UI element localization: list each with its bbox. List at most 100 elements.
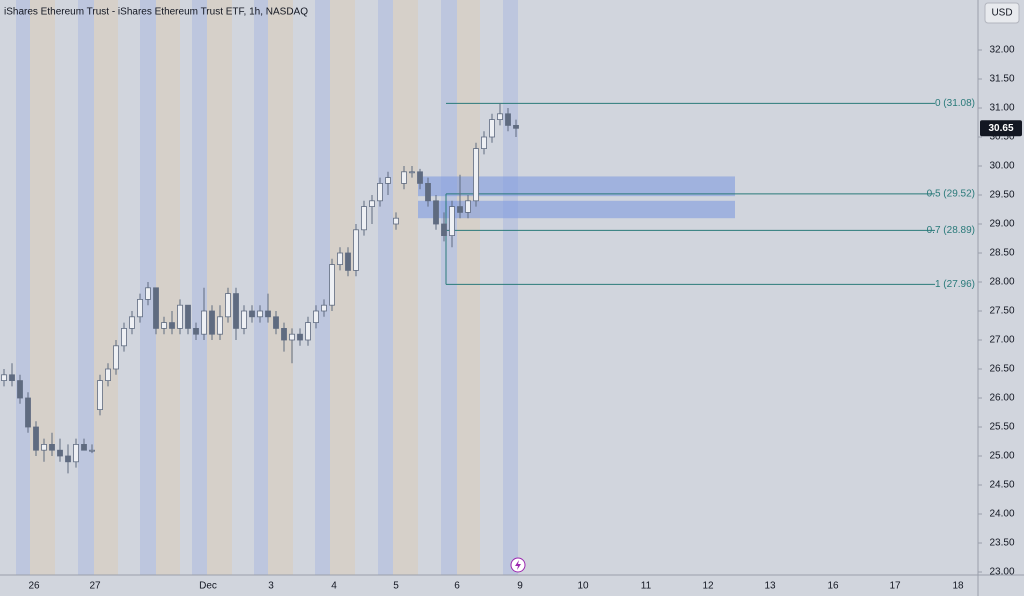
y-tick-label: 31.00 bbox=[989, 103, 1014, 114]
candle-body bbox=[353, 229, 359, 271]
y-tick-label: 23.50 bbox=[989, 538, 1014, 549]
candle-body bbox=[369, 200, 375, 208]
fib-label: 0 (31.08) bbox=[935, 98, 975, 109]
candle-body bbox=[121, 327, 127, 347]
chart-title: iShares Ethereum Trust - iShares Ethereu… bbox=[4, 7, 308, 18]
candle-body bbox=[345, 252, 351, 271]
candle-body bbox=[305, 322, 311, 341]
session-band bbox=[441, 0, 457, 575]
candle-body bbox=[153, 287, 159, 329]
candle-body bbox=[97, 380, 103, 411]
candle-body bbox=[417, 171, 423, 184]
session-band bbox=[378, 0, 393, 575]
candle-body bbox=[169, 322, 175, 329]
zone bbox=[418, 176, 735, 197]
x-tick-label: 4 bbox=[331, 581, 337, 592]
candle-body bbox=[481, 136, 487, 149]
y-tick-label: 27.50 bbox=[989, 306, 1014, 317]
candle-body bbox=[89, 449, 95, 452]
candle-body bbox=[337, 252, 343, 265]
candle-body bbox=[9, 374, 15, 381]
session-band bbox=[393, 0, 418, 575]
candle-body bbox=[145, 287, 151, 300]
y-tick-label: 26.50 bbox=[989, 364, 1014, 375]
y-tick-label: 25.00 bbox=[989, 451, 1014, 462]
candle-body bbox=[129, 316, 135, 329]
candle-body bbox=[201, 310, 207, 335]
candle-body bbox=[209, 310, 215, 335]
session-band bbox=[503, 0, 518, 575]
y-tick-label: 24.50 bbox=[989, 480, 1014, 491]
candle-body bbox=[361, 206, 367, 231]
candle-body bbox=[193, 327, 199, 335]
fib-label: 0.5 (29.52) bbox=[927, 188, 975, 199]
candle-body bbox=[393, 217, 399, 225]
session-band bbox=[156, 0, 180, 575]
candle-body bbox=[489, 119, 495, 138]
candle-body bbox=[289, 333, 295, 341]
candle-body bbox=[41, 443, 47, 451]
candle-body bbox=[329, 264, 335, 306]
fib-label: 1 (27.96) bbox=[935, 279, 975, 290]
x-tick-label: 11 bbox=[641, 581, 652, 592]
currency-button[interactable] bbox=[984, 2, 1020, 24]
session-band bbox=[94, 0, 118, 575]
candle-body bbox=[273, 316, 279, 329]
candle-body bbox=[505, 113, 511, 126]
session-band bbox=[30, 0, 55, 575]
candle-body bbox=[105, 368, 111, 381]
y-tick-label: 27.00 bbox=[989, 335, 1014, 346]
candle-body bbox=[297, 333, 303, 341]
candle-body bbox=[233, 293, 239, 329]
y-tick-label: 29.00 bbox=[989, 219, 1014, 230]
candle-body bbox=[313, 310, 319, 323]
y-tick-label: 28.00 bbox=[989, 277, 1014, 288]
candle-body bbox=[137, 298, 143, 318]
candle-body bbox=[17, 380, 23, 399]
candle-body bbox=[177, 304, 183, 329]
y-tick-label: 32.00 bbox=[989, 45, 1014, 56]
y-tick-label: 28.50 bbox=[989, 248, 1014, 259]
candle-body bbox=[225, 293, 231, 318]
y-tick-label: 25.50 bbox=[989, 422, 1014, 433]
candle-body bbox=[321, 304, 327, 312]
candle-body bbox=[161, 322, 167, 329]
candle-body bbox=[81, 443, 87, 451]
y-tick-label: 24.00 bbox=[989, 509, 1014, 520]
session-band bbox=[207, 0, 232, 575]
session-band bbox=[457, 0, 480, 575]
currency-label[interactable]: USD bbox=[991, 8, 1012, 19]
candle-body bbox=[401, 171, 407, 184]
y-tick-label: 29.50 bbox=[989, 190, 1014, 201]
x-tick-label: Dec bbox=[199, 581, 217, 592]
candle-body bbox=[217, 316, 223, 335]
x-tick-label: 17 bbox=[889, 581, 901, 592]
x-tick-label: 6 bbox=[454, 581, 460, 592]
session-band bbox=[315, 0, 330, 575]
y-tick-label: 31.50 bbox=[989, 74, 1014, 85]
candle-body bbox=[425, 182, 431, 202]
session-band bbox=[78, 0, 94, 575]
candle-body bbox=[249, 310, 255, 318]
candle-body bbox=[73, 443, 79, 463]
x-tick-label: 26 bbox=[28, 581, 40, 592]
candle-body bbox=[449, 206, 455, 237]
zone bbox=[418, 200, 735, 219]
x-tick-label: 12 bbox=[702, 581, 714, 592]
x-tick-label: 3 bbox=[268, 581, 274, 592]
events-icon-bolt bbox=[515, 560, 521, 570]
candle-body bbox=[25, 397, 31, 428]
x-tick-label: 5 bbox=[393, 581, 399, 592]
candle-body bbox=[377, 182, 383, 202]
last-price-label: 30.65 bbox=[988, 123, 1013, 134]
y-tick-label: 30.00 bbox=[989, 161, 1014, 172]
fib-label: 0.7 (28.89) bbox=[927, 225, 975, 236]
candle-body bbox=[497, 113, 503, 121]
candle-body bbox=[513, 125, 519, 129]
candle-body bbox=[433, 200, 439, 225]
candle-body bbox=[241, 310, 247, 329]
session-band bbox=[254, 0, 268, 575]
candle-body bbox=[113, 345, 119, 370]
